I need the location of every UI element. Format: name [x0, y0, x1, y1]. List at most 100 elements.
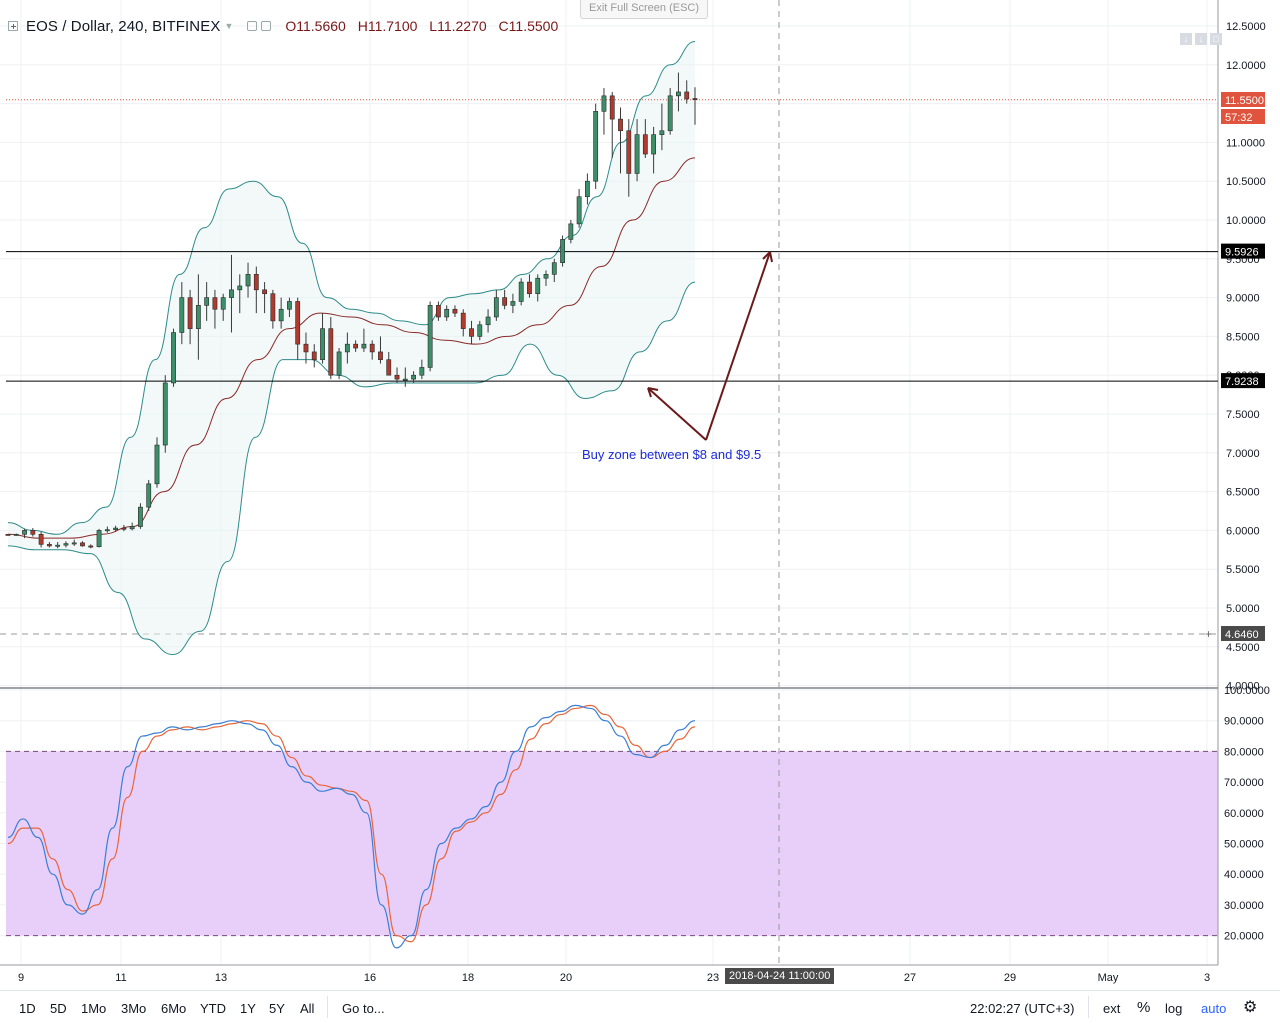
candle [171, 332, 176, 384]
candle [378, 351, 383, 360]
candle [369, 343, 375, 353]
expand-icon[interactable] [8, 21, 18, 31]
candle [609, 95, 615, 120]
candle [245, 274, 251, 287]
percent-toggle[interactable]: % [1137, 999, 1151, 1016]
candle [642, 134, 648, 155]
support-label-bg [1221, 373, 1265, 389]
candle [22, 530, 27, 535]
settings-icon[interactable] [261, 21, 272, 31]
candle [229, 289, 234, 298]
candle [485, 316, 491, 326]
last-price-label-bg [1221, 92, 1265, 107]
bollinger-upper [7, 41, 696, 535]
countdown-label-bg [1221, 109, 1265, 124]
candle [361, 343, 367, 349]
plus-icon: + [1205, 627, 1212, 641]
candle [179, 297, 185, 333]
price-tick-label: 4.0000 [1226, 681, 1260, 693]
candle [121, 527, 127, 530]
exit-fullscreen-button[interactable]: Exit Full Screen (ESC) [580, 0, 708, 19]
timeframe-6mo[interactable]: 6Mo [161, 1001, 187, 1016]
candle [138, 506, 143, 527]
candle [402, 378, 408, 381]
timeframe-ytd[interactable]: YTD [200, 1001, 226, 1016]
candle [46, 544, 52, 547]
candle [535, 277, 541, 295]
countdown-label: 57:32 [1225, 112, 1253, 124]
timeframe-all[interactable]: All [300, 1001, 315, 1016]
time-tick-label: 9 [18, 972, 24, 984]
candle [493, 297, 499, 318]
timeframe-1y[interactable]: 1Y [240, 1001, 256, 1016]
eye-icon[interactable] [247, 21, 258, 31]
clock-readout: 22:02:27 (UTC+3) [970, 1001, 1075, 1016]
candle [237, 285, 243, 291]
timeframe-1d[interactable]: 1D [19, 1001, 36, 1016]
candle [411, 374, 416, 380]
stoch-zone [6, 751, 1218, 936]
candle [469, 328, 474, 337]
scale-buttons: ↓ ↓ □ [1180, 33, 1222, 45]
candle [5, 533, 11, 536]
candle [71, 542, 77, 545]
auto-toggle[interactable]: auto [1201, 1001, 1227, 1016]
candle [676, 91, 681, 97]
candle [477, 324, 483, 337]
stoch-k-line [7, 704, 696, 949]
ohlc-readout: O11.5660 H11.7100 L11.2270 C11.5500 [285, 18, 558, 34]
candle [311, 351, 317, 360]
candle [527, 281, 532, 295]
candle [253, 274, 259, 291]
candle [684, 91, 690, 100]
candle [568, 223, 574, 240]
gear-icon[interactable]: ⚙ [1243, 999, 1258, 1016]
stoch-tick-label: 40.0000 [1224, 869, 1264, 881]
price-tick-label: 11.0000 [1226, 137, 1265, 149]
candle [104, 529, 110, 532]
price-tick-label: 8.5000 [1226, 331, 1260, 343]
timeframe-1mo[interactable]: 1Mo [81, 1001, 107, 1016]
candle [634, 134, 640, 174]
divider [327, 996, 328, 1018]
timeframe-3mo[interactable]: 3Mo [121, 1001, 147, 1016]
price-tick-label: 12.0000 [1226, 60, 1266, 72]
price-tick-label: 7.5000 [1226, 409, 1260, 421]
close-icon[interactable]: □ [1210, 33, 1222, 45]
log-toggle[interactable]: log [1165, 1001, 1183, 1016]
symbol-title[interactable]: EOS / Dollar, 240, BITFINEX [26, 17, 221, 35]
buy-zone-annotation[interactable]: Buy zone between $8 and $9.5 [582, 447, 762, 462]
price-tick-label: 7.0000 [1226, 448, 1260, 460]
candle [618, 118, 623, 132]
ext-toggle[interactable]: ext [1103, 1001, 1121, 1016]
candle [510, 301, 516, 306]
chevron-down-icon[interactable]: ▼ [224, 21, 234, 31]
crosshair-date-badge: 2018-04-24 11:00:00 [725, 968, 835, 984]
timeframe-5y[interactable]: 5Y [269, 1001, 285, 1016]
price-tick-label: 9.0000 [1226, 293, 1260, 305]
candle [113, 527, 119, 530]
price-tick-label: 5.0000 [1226, 603, 1260, 615]
timeframe-5d[interactable]: 5D [50, 1001, 67, 1016]
price-tick-label: 5.5000 [1226, 564, 1260, 576]
candle [394, 374, 400, 380]
arrow-down-icon[interactable]: ↓ [1195, 33, 1207, 45]
candle [220, 297, 226, 310]
candle [626, 130, 632, 174]
candle [518, 281, 524, 302]
time-tick-label: 16 [364, 972, 376, 984]
price-tick-label: 4.5000 [1226, 642, 1260, 654]
candle [154, 444, 160, 485]
goto-button[interactable]: Go to... [342, 1001, 385, 1016]
price-tick-label: 12.5000 [1226, 21, 1266, 33]
candle [353, 343, 359, 349]
candle [80, 542, 85, 547]
bottom-toolbar [0, 990, 1280, 1025]
candle [593, 111, 599, 182]
candle [659, 130, 665, 135]
stoch-tick-label: 20.0000 [1224, 931, 1264, 943]
arrow-down-icon[interactable]: ↓ [1180, 33, 1192, 45]
arrowhead [762, 251, 773, 263]
stoch-d-line [7, 704, 696, 943]
